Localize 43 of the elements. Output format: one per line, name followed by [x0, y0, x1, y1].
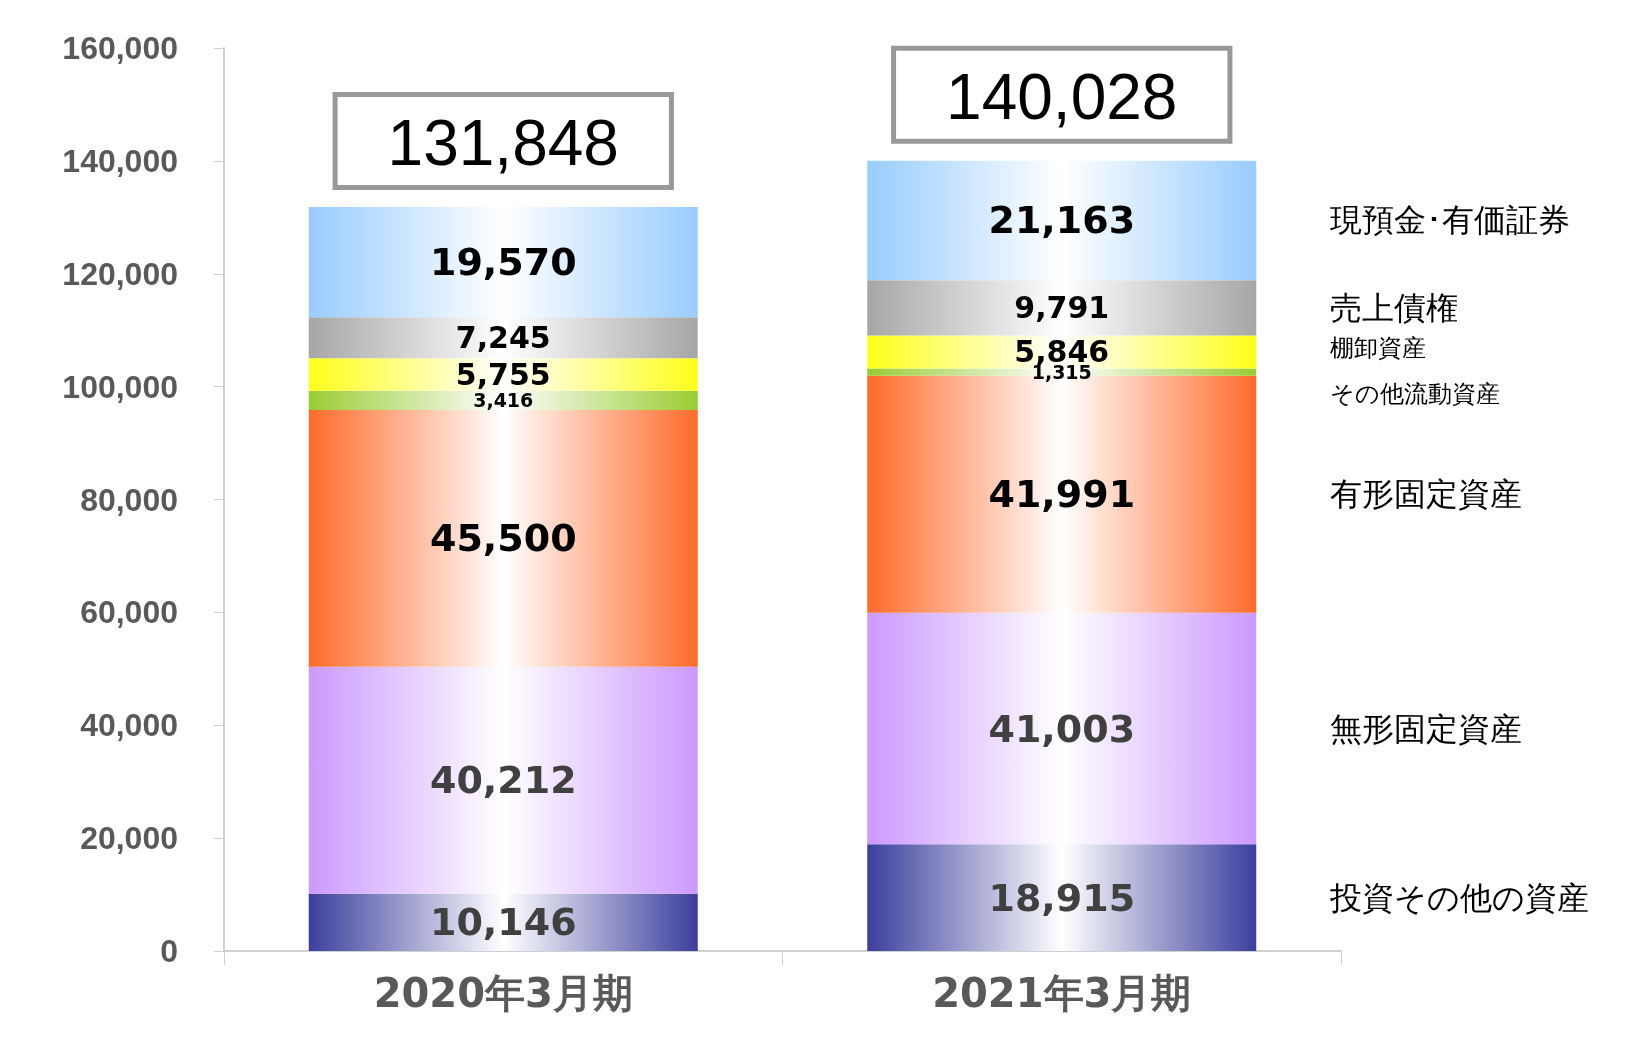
- data-label: 41,003: [988, 706, 1136, 751]
- bar: [867, 844, 1257, 951]
- text: 棚卸資産: [1329, 333, 1426, 362]
- text: 売上債権: [1329, 288, 1458, 327]
- data-label: 9,791: [1014, 290, 1110, 326]
- data-label: 19,570: [429, 240, 577, 285]
- text: 無形固定資産: [1329, 709, 1522, 748]
- bar: [308, 410, 698, 667]
- text: その他流動資産: [1329, 380, 1500, 409]
- data-label: 5,755: [455, 356, 551, 392]
- data-label: 18,915: [988, 875, 1136, 920]
- y-tick-label: 120,000: [62, 255, 178, 292]
- bar: [308, 893, 698, 951]
- x-tick-label: 2021年3月期: [932, 970, 1192, 1016]
- bar: [308, 666, 698, 894]
- y-tick-label: 40,000: [80, 707, 178, 744]
- bar: [867, 160, 1257, 281]
- bar: [308, 358, 698, 391]
- data-label: 41,991: [988, 472, 1136, 517]
- bar: [867, 612, 1257, 845]
- y-tick-label: 20,000: [80, 820, 178, 857]
- y-tick-label: 100,000: [62, 368, 178, 405]
- text: 現預金･有価証券: [1329, 201, 1570, 240]
- y-tick-label: 140,000: [62, 142, 178, 179]
- bar: [867, 280, 1257, 336]
- data-label: 10,146: [429, 900, 577, 945]
- text: 投資その他の資産: [1328, 878, 1589, 917]
- data-label: 3,416: [473, 389, 534, 412]
- total-label: 140,028: [946, 60, 1178, 133]
- x-tick-label: 2020年3月期: [373, 970, 633, 1016]
- data-label: 40,212: [429, 758, 577, 803]
- data-label: 45,500: [429, 516, 577, 561]
- bar: [308, 390, 698, 410]
- bar: [308, 317, 698, 359]
- total-label: 131,848: [387, 106, 619, 179]
- data-label: 21,163: [988, 198, 1136, 243]
- data-label: 7,245: [455, 320, 551, 356]
- y-tick-label: 0: [160, 933, 178, 969]
- text: 有形固定資産: [1329, 475, 1522, 514]
- y-tick-label: 60,000: [80, 594, 178, 631]
- bar: [308, 206, 698, 318]
- y-tick-label: 160,000: [62, 30, 178, 66]
- y-tick-label: 80,000: [80, 481, 178, 518]
